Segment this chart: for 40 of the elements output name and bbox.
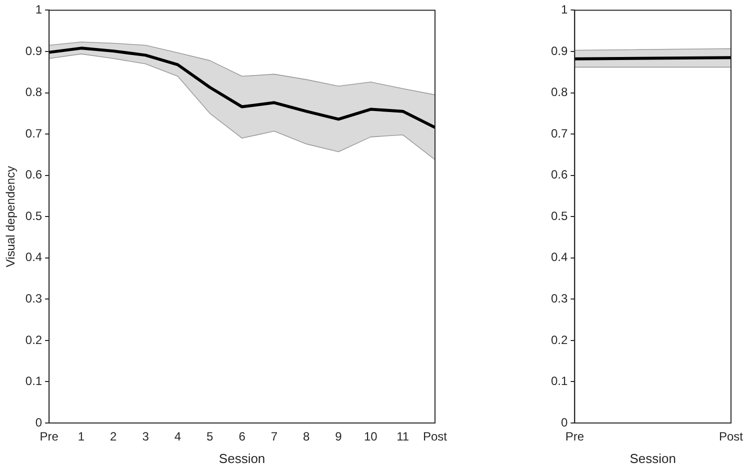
y-tick-label: 0 [35, 415, 42, 430]
y-tick-label: 0.1 [25, 374, 42, 388]
y-tick-label: 0.9 [550, 44, 568, 58]
y-tick-label: 0.8 [25, 85, 42, 100]
x-tick-label: 7 [270, 430, 278, 444]
x-tick-label: 5 [206, 430, 214, 444]
y-tick-label: 0.3 [25, 291, 42, 306]
y-axis-title: Visual dependency [4, 166, 18, 268]
y-tick-label: 0.6 [550, 168, 568, 182]
x-tick-label: Pre [565, 430, 584, 444]
y-tick-label: 0.9 [25, 44, 42, 58]
y-tick-label: 0.5 [25, 208, 42, 223]
y-tick-label: 1 [35, 2, 42, 17]
y-tick-label: 0.8 [550, 85, 568, 100]
y-tick-label: 0.5 [550, 208, 568, 223]
x-tick-label: 4 [174, 430, 182, 444]
x-tick-label: 11 [396, 430, 410, 444]
y-tick-label: 0.6 [25, 168, 42, 182]
x-tick-label: Post [718, 430, 744, 444]
x-tick-label: 1 [78, 430, 85, 444]
x-axis-title: Session [218, 450, 266, 466]
y-tick-label: 1 [560, 2, 568, 17]
x-tick-label: 8 [303, 430, 310, 444]
y-tick-label: 0.4 [25, 250, 42, 264]
x-tick-label: Post [422, 430, 448, 444]
y-tick-label: 0.7 [550, 126, 568, 140]
y-tick-label: 0.4 [550, 250, 568, 264]
y-tick-label: 0.2 [550, 332, 568, 347]
y-tick-label: 0 [560, 415, 568, 430]
x-tick-label: 3 [142, 430, 150, 444]
y-tick-label: 0.2 [25, 332, 42, 347]
y-tick-label: 0.7 [25, 126, 42, 140]
y-tick-label: 0.3 [550, 291, 568, 306]
x-axis-title: Session [630, 450, 676, 466]
x-tick-label: 6 [238, 430, 246, 444]
x-tick-label: 9 [335, 430, 342, 444]
x-tick-label: 2 [110, 430, 118, 444]
x-tick-label: Pre [40, 430, 59, 444]
y-tick-label: 0.1 [550, 374, 568, 388]
x-tick-label: 10 [364, 430, 378, 444]
